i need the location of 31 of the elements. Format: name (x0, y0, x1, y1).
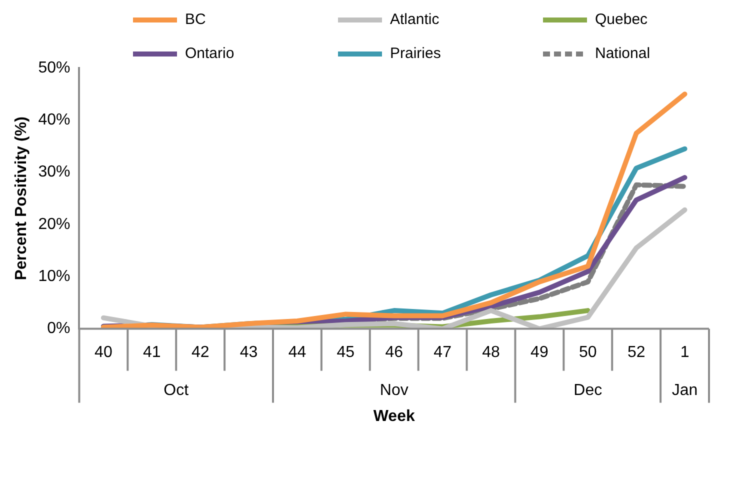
x-tick-label: 42 (191, 344, 210, 361)
legend-label: Atlantic (390, 11, 440, 28)
legend-label: Quebec (595, 11, 648, 28)
x-tick-label: 52 (627, 344, 646, 361)
x-tick-label: 46 (385, 344, 404, 361)
legend-label: Ontario (185, 45, 234, 62)
x-tick-label: 49 (530, 344, 548, 361)
y-tick-label: 20% (38, 216, 70, 233)
x-tick-label: 44 (288, 344, 306, 361)
x-tick-label: 41 (142, 344, 161, 361)
y-tick-label: 50% (38, 59, 70, 76)
y-tick-label: 40% (38, 112, 70, 129)
legend-label: Prairies (390, 45, 441, 62)
text: Oct (164, 382, 190, 400)
y-tick-label: 10% (38, 268, 70, 286)
x-tick-label: 40 (94, 344, 112, 361)
legend-label: National (595, 45, 650, 62)
y-axis-title: Percent Positivity (%) (13, 116, 30, 280)
x-axis-title: Week (373, 408, 415, 426)
x-tick-label: 43 (240, 344, 258, 361)
text: Nov (380, 382, 408, 400)
x-tick-label: 47 (434, 344, 452, 361)
text: Jan (672, 382, 698, 400)
legend-label: BC (185, 11, 206, 28)
y-tick-label: 0% (47, 320, 70, 338)
x-tick-label: 50 (578, 344, 597, 361)
x-tick-label: 1 (680, 344, 690, 361)
y-tick-label: 30% (38, 164, 70, 181)
x-tick-label: 45 (336, 344, 355, 361)
x-tick-label: 48 (482, 344, 500, 361)
text: Dec (574, 382, 602, 400)
